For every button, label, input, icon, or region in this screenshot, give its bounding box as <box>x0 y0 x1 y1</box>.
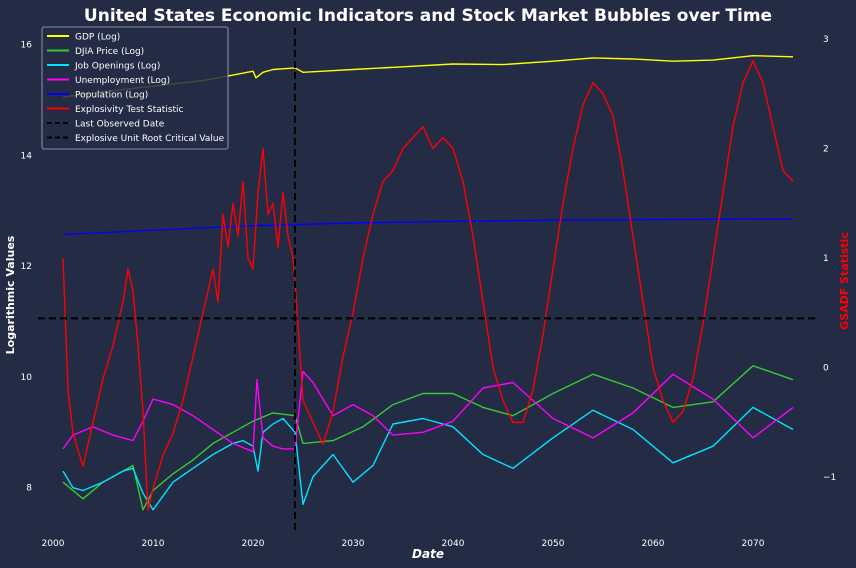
x-tick-label: 2000 <box>42 539 65 549</box>
legend-box <box>41 26 229 150</box>
legend-label-5: Explosivity Test Statistic <box>75 105 184 115</box>
x-axis-label: Date <box>412 547 444 561</box>
chart-title: United States Economic Indicators and St… <box>84 6 772 26</box>
y2-tick-label: 1 <box>823 254 829 264</box>
y-tick-label: 16 <box>21 41 33 51</box>
legend-label-1: DJIA Price (Log) <box>75 47 144 57</box>
series-line-5 <box>62 60 794 511</box>
y2-tick-label: −1 <box>823 473 836 483</box>
y2-axis-label: GSADF Statistic <box>838 232 851 330</box>
y-tick-label: 8 <box>26 484 32 494</box>
series-line-3 <box>62 370 794 453</box>
legend-label-7: Explosive Unit Root Critical Value <box>75 134 225 144</box>
legend-label-6: Last Observed Date <box>75 120 165 130</box>
y2-tick-label: 3 <box>823 35 829 45</box>
legend-label-0: GDP (Log) <box>75 33 120 43</box>
legend-label-3: Unemployment (Log) <box>75 76 170 86</box>
x-tick-label: 2010 <box>142 539 165 549</box>
series-line-1 <box>62 365 794 511</box>
x-tick-label: 2040 <box>442 539 465 549</box>
series-line-4 <box>62 218 793 236</box>
x-tick-label: 2020 <box>242 539 265 549</box>
y2-tick-label: 0 <box>823 364 829 374</box>
series-line-2 <box>62 406 794 511</box>
legend: GDP (Log) DJIA Price (Log) Job Openings (L… <box>41 26 229 150</box>
y2-tick-label: 2 <box>823 145 829 155</box>
legend-label-2: Job Openings (Log) <box>74 62 160 72</box>
y-tick-label: 10 <box>21 373 33 383</box>
x-tick-label: 2060 <box>642 539 665 549</box>
legend-label-4: Population (Log) <box>75 91 148 101</box>
x-tick-label: 2030 <box>342 539 365 549</box>
y-tick-label: 12 <box>21 262 32 272</box>
x-tick-label: 2050 <box>542 539 565 549</box>
x-tick-label: 2070 <box>742 539 765 549</box>
y-axis-label: Logarithmic Values <box>4 235 17 354</box>
axes: 2000 2010 2020 2030 2040 2050 2060 207081012141… <box>21 35 837 549</box>
y-tick-label: 14 <box>21 151 33 161</box>
plot-area <box>38 28 818 532</box>
